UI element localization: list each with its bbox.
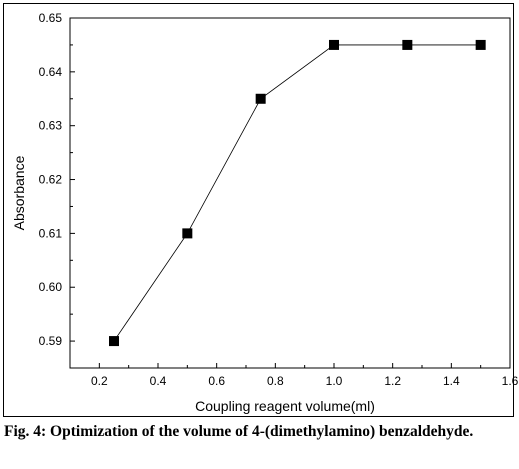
x-axis-ticks: 0.2 0.4 0.6 0.8 1.0 1.2 1.4 1.6 (69, 363, 519, 388)
x-tick-label: 0.2 (91, 374, 108, 388)
y-tick-label: 0.63 (39, 119, 63, 133)
series-line (113, 44, 481, 342)
x-tick-label: 1.0 (326, 374, 343, 388)
y-axis-label: Absorbance (11, 155, 27, 230)
data-point-marker (182, 228, 193, 239)
figure-caption: Fig. 4: Optimization of the volume of 4-… (4, 423, 474, 440)
y-axis-ticks: 0.59 0.60 0.61 0.62 0.63 0.64 0.65 (39, 11, 75, 348)
figure-frame (3, 3, 514, 417)
y-tick-label: 0.60 (39, 280, 63, 294)
y-tick-label: 0.64 (39, 65, 63, 79)
data-point-marker (329, 39, 339, 50)
x-tick-label: 0.8 (267, 374, 284, 388)
data-point-marker (475, 39, 486, 50)
y-tick-label: 0.61 (39, 226, 63, 240)
x-tick-label: 0.4 (150, 374, 167, 388)
line-chart: 0.2 0.4 0.6 0.8 1.0 1.2 1.4 1.6 0.59 0.60 0.61 0.6… (11, 11, 519, 414)
y-tick-label: 0.59 (39, 334, 63, 348)
data-point-marker (255, 93, 266, 104)
x-tick-label: 1.6 (502, 374, 519, 388)
x-axis-label: Coupling reagent volume(ml) (195, 398, 375, 414)
plot-area (69, 17, 511, 369)
data-series (109, 39, 486, 347)
x-tick-label: 1.2 (384, 374, 401, 388)
data-point-marker (402, 39, 413, 50)
data-point-marker (109, 336, 119, 347)
x-tick-label: 1.4 (443, 374, 460, 388)
x-tick-label: 0.6 (208, 374, 225, 388)
y-tick-label: 0.65 (39, 11, 63, 25)
y-tick-label: 0.62 (39, 173, 63, 187)
